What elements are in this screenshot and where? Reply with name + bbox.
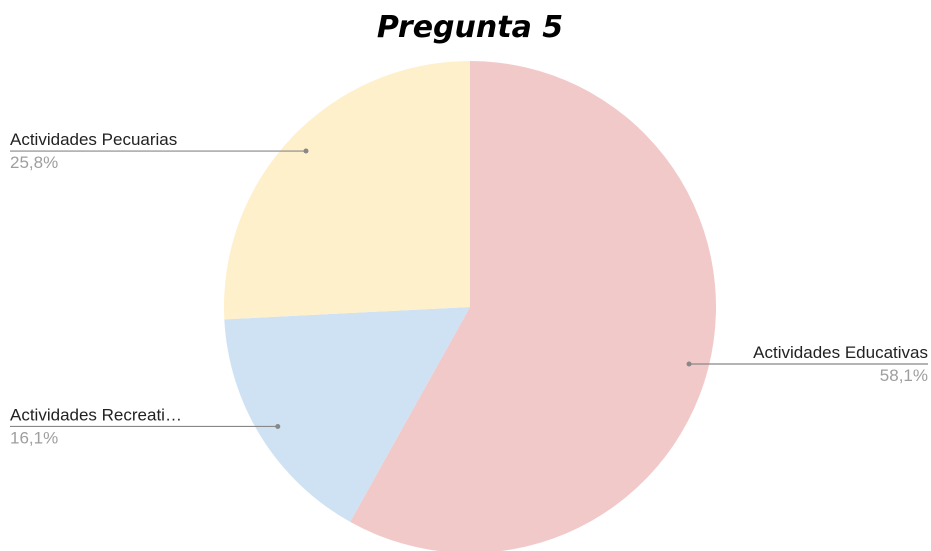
chart-title: Pregunta 5	[377, 10, 563, 45]
leader-dot	[275, 423, 281, 429]
leader-dot	[686, 361, 692, 367]
slice-percent-label: 25,8%	[10, 153, 58, 172]
leader-dot	[303, 148, 309, 154]
slice-label: Actividades Educativas	[753, 343, 928, 362]
slice-label: Actividades Recreati…	[10, 405, 182, 424]
pie-slice	[224, 307, 470, 522]
slice-percent-label: 16,1%	[10, 428, 58, 447]
pie-slice	[224, 61, 470, 320]
pie-slice	[350, 61, 716, 551]
slice-percent-label: 58,1%	[880, 366, 928, 385]
slice-label: Actividades Pecuarias	[10, 130, 177, 149]
